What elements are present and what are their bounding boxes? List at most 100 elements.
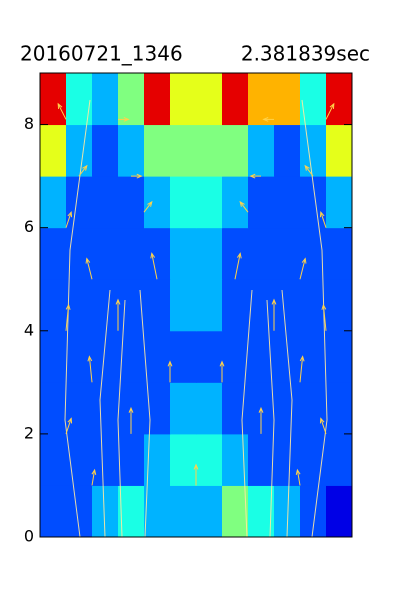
arrow-head xyxy=(57,102,63,109)
contour-cell xyxy=(326,73,353,126)
contour-cell xyxy=(222,279,249,332)
vector-arrow xyxy=(115,298,121,331)
arrow-head xyxy=(85,257,91,264)
arrow-shaft xyxy=(65,212,72,228)
arrow-head xyxy=(82,164,88,171)
contour-cell xyxy=(326,433,353,486)
arrow-shaft xyxy=(325,103,335,120)
arrow-head xyxy=(67,417,73,424)
vector-arrow xyxy=(321,303,327,331)
vector-arrow xyxy=(258,406,264,434)
streamline xyxy=(241,289,253,538)
arrow-head xyxy=(136,173,143,179)
vector-arrow xyxy=(325,102,335,120)
vector-arrow xyxy=(150,252,158,280)
contour-cell xyxy=(40,330,67,383)
arrow-head xyxy=(262,116,269,122)
contour-cell xyxy=(248,279,275,332)
vector-arrow xyxy=(262,116,274,122)
arrow-head xyxy=(67,210,73,218)
contour-cell xyxy=(196,433,223,486)
contour-cell xyxy=(248,227,275,280)
contour-cell xyxy=(300,124,327,177)
contour-cell xyxy=(300,330,327,383)
contour-cell xyxy=(248,124,275,177)
contour-cell xyxy=(248,433,275,486)
contour-cell xyxy=(40,279,67,332)
contour-cell xyxy=(92,73,119,126)
arrow-shaft xyxy=(320,212,327,228)
vector-arrow xyxy=(234,252,242,280)
contour-cell xyxy=(144,176,171,229)
vector-arrow xyxy=(87,355,93,383)
contour-cell xyxy=(92,433,119,486)
contour-cell xyxy=(326,485,353,538)
contour-cell xyxy=(40,433,67,486)
contour-cell xyxy=(118,176,145,229)
arrow-head xyxy=(295,468,301,475)
vector-arrow xyxy=(65,417,73,435)
contour-cell xyxy=(222,124,249,177)
vector-arrow xyxy=(299,355,305,383)
contour-cell xyxy=(274,73,301,126)
arrow-shaft xyxy=(151,253,158,280)
contour-cell xyxy=(196,73,223,126)
contour-cell xyxy=(118,227,145,280)
contour-cell xyxy=(274,330,301,383)
contour-cell xyxy=(118,433,145,486)
contour-cell xyxy=(66,279,93,332)
arrow-head xyxy=(87,355,93,362)
contour-cell xyxy=(40,124,67,177)
arrow-head xyxy=(128,406,134,413)
vector-arrow xyxy=(219,360,225,383)
contour-cell xyxy=(66,73,93,126)
contour-cell xyxy=(144,279,171,332)
contour-cell xyxy=(92,227,119,280)
arrow-head xyxy=(150,252,156,259)
vector-arrow xyxy=(57,102,67,120)
streamline xyxy=(99,289,111,538)
contour-cell xyxy=(274,124,301,177)
contour-cell xyxy=(274,176,301,229)
plot-frame xyxy=(39,72,353,538)
contour-cell xyxy=(66,176,93,229)
arrow-shaft xyxy=(299,258,306,280)
arrow-head xyxy=(271,298,277,305)
streamline xyxy=(117,299,126,538)
vector-arrow xyxy=(65,210,73,228)
arrow-head xyxy=(258,406,264,413)
contour-cell xyxy=(118,485,145,538)
contour-cell xyxy=(40,73,67,126)
arrow-head xyxy=(304,164,310,171)
contour-cell xyxy=(144,227,171,280)
streamline xyxy=(266,299,275,538)
y-tick-label: 0 xyxy=(24,527,34,546)
y-tick-label: 2 xyxy=(24,423,34,442)
contour-cell xyxy=(92,485,119,538)
contour-cell xyxy=(196,382,223,435)
axes: 0 2 4 6 8 xyxy=(24,72,353,546)
contour-cell xyxy=(196,279,223,332)
contour-cell xyxy=(274,382,301,435)
contour-cell xyxy=(326,124,353,177)
arrow-head xyxy=(319,210,325,218)
contour-cell xyxy=(40,227,67,280)
contour-cell xyxy=(248,176,275,229)
contour-cell xyxy=(196,330,223,383)
y-tick-label: 6 xyxy=(24,217,34,236)
arrow-head xyxy=(65,303,71,310)
vector-arrow xyxy=(78,164,88,177)
arrow-head xyxy=(249,173,256,179)
contour-cell xyxy=(196,227,223,280)
contour-cell xyxy=(118,279,145,332)
arrow-head xyxy=(236,252,242,259)
vector-arrow xyxy=(295,468,301,486)
contour-cell xyxy=(92,279,119,332)
streamline xyxy=(139,289,151,538)
arrow-shaft xyxy=(91,469,96,486)
contour-cell xyxy=(118,73,145,126)
arrow-shaft xyxy=(65,418,72,435)
arrow-shaft xyxy=(234,253,241,280)
contour-cell xyxy=(92,124,119,177)
